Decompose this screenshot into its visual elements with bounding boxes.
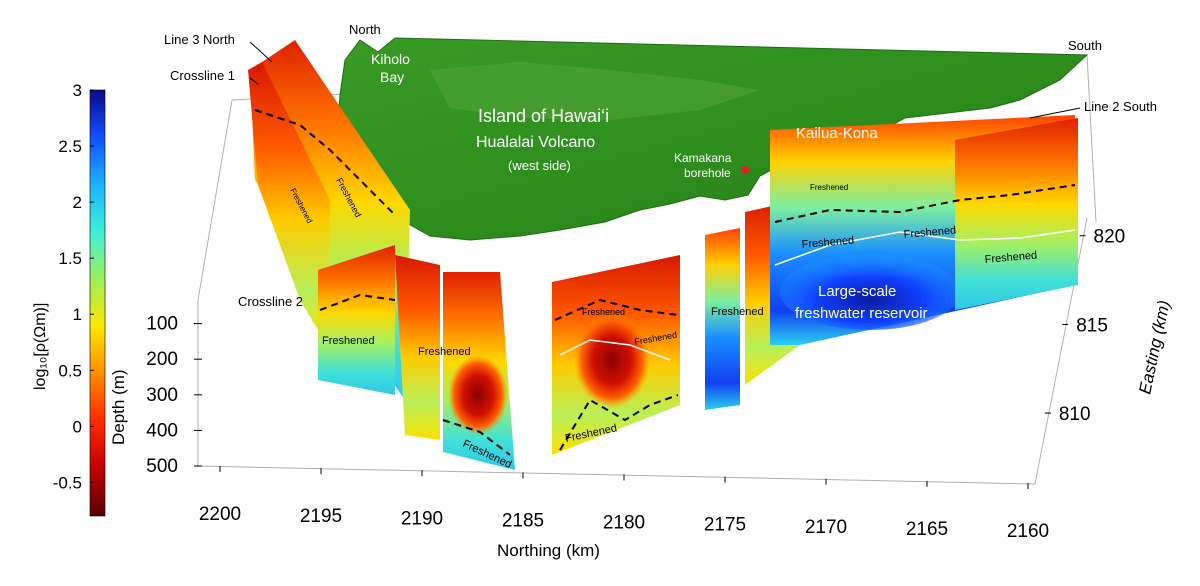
- colorbar-tick-label: 0: [73, 417, 82, 436]
- colorbar-tick-label: 3: [73, 81, 82, 100]
- label-kiholo-1: Kiholo: [371, 51, 410, 67]
- label-line2-south: Line 2 South: [1084, 99, 1157, 114]
- colorbar-tick-label: 0.5: [58, 361, 82, 380]
- label-line3-north: Line 3 North: [164, 32, 235, 47]
- colorbar: [89, 89, 106, 517]
- depth-axis: 100 200 300 400 500: [146, 314, 202, 477]
- fresh-contour-1: [559, 339, 671, 361]
- freshened-contour-1: [254, 109, 396, 216]
- x-axis-label: Northing (km): [497, 541, 600, 560]
- depth-tick-label: 500: [146, 456, 178, 477]
- easting-axis: 810 815 820: [1044, 227, 1126, 425]
- northing-axis: 2200 2195 2190 2185 2180 2175 2170 2165 2160: [199, 466, 1049, 542]
- northing-tick-label: 2195: [300, 506, 342, 527]
- freshened-label: Freshened: [418, 346, 471, 358]
- section-line2-south: [955, 118, 1078, 310]
- colorbar-tick-label: 2: [73, 193, 82, 212]
- freshened-label: Freshened: [801, 234, 854, 251]
- freshened-contour-4: [554, 298, 679, 321]
- colorbar-tick-label: 2.5: [58, 137, 82, 156]
- depth-tick-label: 300: [146, 385, 178, 406]
- z-axis-label: Depth (m): [109, 369, 128, 445]
- resistivity-sections: [248, 40, 1078, 470]
- label-subtitle-note: (west side): [508, 158, 571, 173]
- colorbar-ticks: -0.5 0 0.5 1 1.5 2 2.5 3: [53, 81, 94, 492]
- northing-tick-label: 2185: [502, 510, 544, 531]
- northing-tick-label: 2180: [603, 513, 645, 534]
- easting-tick-label: 810: [1059, 404, 1091, 425]
- fresh-contour-2: [774, 229, 1076, 266]
- freshened-contour-6: [774, 184, 1076, 223]
- easting-tick-label: 815: [1076, 315, 1108, 336]
- freshened-label: Freshened: [984, 249, 1037, 266]
- label-crossline1: Crossline 1: [170, 68, 235, 83]
- label-title: Island of Hawai‘i: [478, 106, 609, 126]
- label-north: North: [349, 22, 381, 37]
- freshened-label: Freshened: [810, 183, 848, 192]
- freshened-label: Freshened: [711, 306, 764, 318]
- label-subtitle: Hualalai Volcano: [476, 134, 595, 151]
- label-kamakana-1: Kamakana: [674, 151, 732, 165]
- freshened-label: Freshened: [322, 335, 375, 347]
- resistive-blob-2: [574, 312, 650, 408]
- depth-tick-label: 200: [146, 349, 178, 370]
- northing-tick-label: 2170: [805, 517, 847, 538]
- map-labels: North South Kiholo Bay Island of Hawai‘i…: [164, 22, 1157, 322]
- y-axis-label: Easting (km): [1135, 299, 1173, 396]
- northing-tick-label: 2175: [704, 515, 746, 536]
- freshwater-body: [780, 254, 960, 330]
- label-kamakana-2: borehole: [684, 166, 731, 180]
- label-kailua: Kailua-Kona: [796, 125, 878, 142]
- depth-tick-label: 100: [146, 314, 178, 335]
- section-crossline1: [248, 62, 330, 350]
- island-relief: [430, 62, 760, 120]
- depth-tick-label: 400: [146, 420, 178, 441]
- section-panel-a: [318, 245, 395, 395]
- section-panel-e: [705, 228, 740, 410]
- freshened-label: Freshened: [582, 307, 625, 317]
- easting-tick-label: 820: [1094, 227, 1126, 248]
- leader-lines: [249, 41, 1081, 119]
- northing-tick-label: 2190: [401, 508, 443, 529]
- freshened-label: Freshened: [903, 224, 956, 241]
- resistive-blob-1: [448, 355, 508, 435]
- northing-tick-label: 2165: [906, 519, 948, 540]
- freshened-contour-5: [559, 394, 679, 451]
- label-reservoir-2: freshwater reservoir: [795, 305, 928, 322]
- northing-tick-label: 2160: [1007, 521, 1049, 542]
- label-kiholo-2: Bay: [380, 69, 404, 85]
- kamakana-borehole-marker: [741, 166, 749, 174]
- label-south: South: [1068, 38, 1102, 53]
- label-crossline2: Crossline 2: [238, 294, 303, 309]
- contours: [254, 109, 1076, 456]
- northing-tick-label: 2200: [199, 504, 241, 525]
- label-reservoir-1: Large-scale: [818, 283, 896, 300]
- colorbar-tick-label: 1: [73, 305, 82, 324]
- section-panel-b: [395, 255, 440, 440]
- freshened-contour-2: [319, 293, 396, 311]
- colorbar-tick-label: -0.5: [53, 473, 82, 492]
- colorbar-tick-label: 1.5: [58, 249, 82, 268]
- colorbar-label: log₁₀[ρ(Ωm)]: [32, 303, 49, 390]
- freshened-contour-3: [442, 419, 511, 456]
